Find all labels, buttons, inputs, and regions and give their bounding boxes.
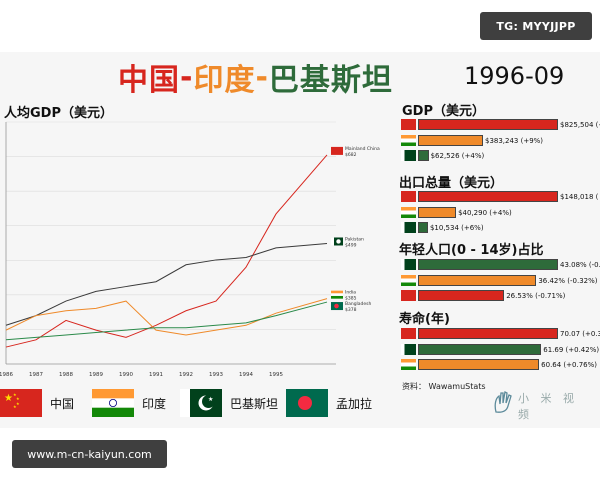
series-end-label: India [345,290,356,296]
bar-china [418,119,558,130]
legend-label: 孟加拉 [336,396,373,411]
legend-label: 印度 [142,396,167,411]
lifespan-bar-title: 寿命(年) [399,312,450,327]
svg-text:★: ★ [208,396,213,403]
x-tick-label: 1995 [269,372,283,378]
bar-value-label: 26.53% (-0.71%) [506,292,566,300]
x-tick-label: 1990 [119,372,133,378]
bar-pakistan [418,259,558,270]
india-flag-icon [401,359,416,370]
bar-value-label: 61.69 (+0.42%) [543,345,600,354]
youth-bar-title: 年轻人口(0 - 14岁)占比 [399,243,544,258]
gdp-bar-title: GDP（美元） [402,104,485,119]
bar-value-label: $10,534 (+6%) [429,224,484,232]
china-flag-icon [401,191,416,202]
bangladesh-flag-icon [331,302,343,311]
bar-india [418,134,483,146]
india-flag-icon [401,134,416,146]
logo-text: 小 米 视 频 [518,392,578,421]
china-flag-icon: ★ ★ ★ ★ ★ [0,389,42,417]
bar-value-label: 36.42% (-0.32%) [538,276,598,285]
pakistan_line-flag-icon [331,237,343,246]
x-tick-label: 1988 [59,372,73,378]
bar-pakistan [418,343,542,355]
x-tick-label: 1987 [29,372,43,378]
x-tick-label: 1993 [209,372,223,378]
series-line-china [5,154,328,348]
bar-value-label: $62,526 (+4%) [430,152,485,160]
page-title: 中国 - 印度 - 巴基斯坦 [118,56,393,99]
bar-value-label: $825,504 (+ [560,121,600,129]
legend-item-china: ★ ★ ★ ★ ★ 中国 [0,388,74,418]
bar-value-label: $40,290 (+4%) [458,208,512,217]
svg-text:★: ★ [13,392,17,397]
x-tick-label: 1989 [89,372,103,378]
series-end-value: $682 [345,152,357,158]
china-flag-icon [401,328,416,339]
legend-label: 巴基斯坦 [230,396,279,411]
svg-text:★: ★ [13,404,17,409]
title-china: 中国 [118,63,180,98]
pakistan-flag-icon [401,150,416,161]
legend-item-pakistan: ★ 巴基斯坦 [180,388,278,418]
pakistan-flag-icon [401,222,416,233]
line-chart-title: 人均GDP（美元） [4,106,113,121]
exports-bar-title: 出口总量（美元） [399,176,504,191]
bar-china [418,290,505,301]
svg-text:★: ★ [4,393,13,404]
pakistan-flag-icon [401,343,416,355]
series-end-label: Pakistan [345,236,364,242]
title-sep-1: - [180,59,194,95]
series-line-india [5,298,328,336]
bar-india [418,206,457,218]
date-label: 1996-09 [464,62,565,90]
x-tick-label: 1991 [149,372,163,378]
x-tick-label: 1992 [179,372,193,378]
bar-value-label: $383,243 (+9%) [484,136,544,145]
pakistan-flag-icon: ★ [180,389,222,417]
china-flag-icon [331,146,343,155]
series-end-value: $499 [345,242,357,248]
source-label: 资料： WawamuStats [402,382,486,391]
svg-text:★: ★ [16,401,20,406]
series-end-value: $378 [345,307,357,313]
title-pakistan: 巴基斯坦 [268,63,393,98]
bar-value-label: 43.08% (-0.2 [560,261,600,269]
bar-value-label: 70.07 (+0.3 [560,330,600,338]
bar-india [418,274,537,286]
bar-india [418,359,540,370]
bar-value-label: 60.64 (+0.76%) [541,361,597,369]
bar-pakistan [418,222,428,233]
legend-label: 中国 [50,396,75,411]
title-sep-2: - [255,59,269,95]
svg-text:★: ★ [16,396,20,401]
india-flag-icon [401,274,416,286]
legend-item-bangladesh: 孟加拉 [286,388,372,418]
bangladesh-flag-icon [286,389,328,417]
india-flag-icon [92,389,134,417]
india-flag-icon [331,290,343,299]
bar-pakistan [418,150,429,161]
bar-value-label: $148,018 ( [560,193,599,201]
country-legend: ★ ★ ★ ★ ★ 中国 印度 ★ 巴基斯坦 孟加拉 [0,388,385,418]
series-end-label: Bangladesh [345,301,372,307]
series-end-value: $385 [345,296,357,302]
series-line-pakistan_line [5,242,328,326]
india-flag-icon [401,206,416,218]
china-flag-icon [401,290,416,301]
top-watermark: TG: MYYJJPP [480,12,592,40]
gdp-per-capita-line-chart: 1986 1987 1988 1989 1990 1991 1992 1993 1994 1995… [0,121,380,378]
x-tick-label: 1994 [239,372,253,378]
bar-china [418,191,558,202]
title-india: 印度 [193,63,256,98]
series-end-label: Mainland China [345,146,380,152]
x-tick-label: 1986 [0,372,13,378]
bottom-watermark: www.m-cn-kaiyun.com [12,440,167,468]
series-line-bangladesh [5,301,328,341]
legend-item-india: 印度 [92,388,166,418]
pakistan-flag-icon [401,259,416,270]
china-flag-icon [401,119,416,130]
bar-china [418,328,558,339]
hand-logo-icon [494,391,512,413]
